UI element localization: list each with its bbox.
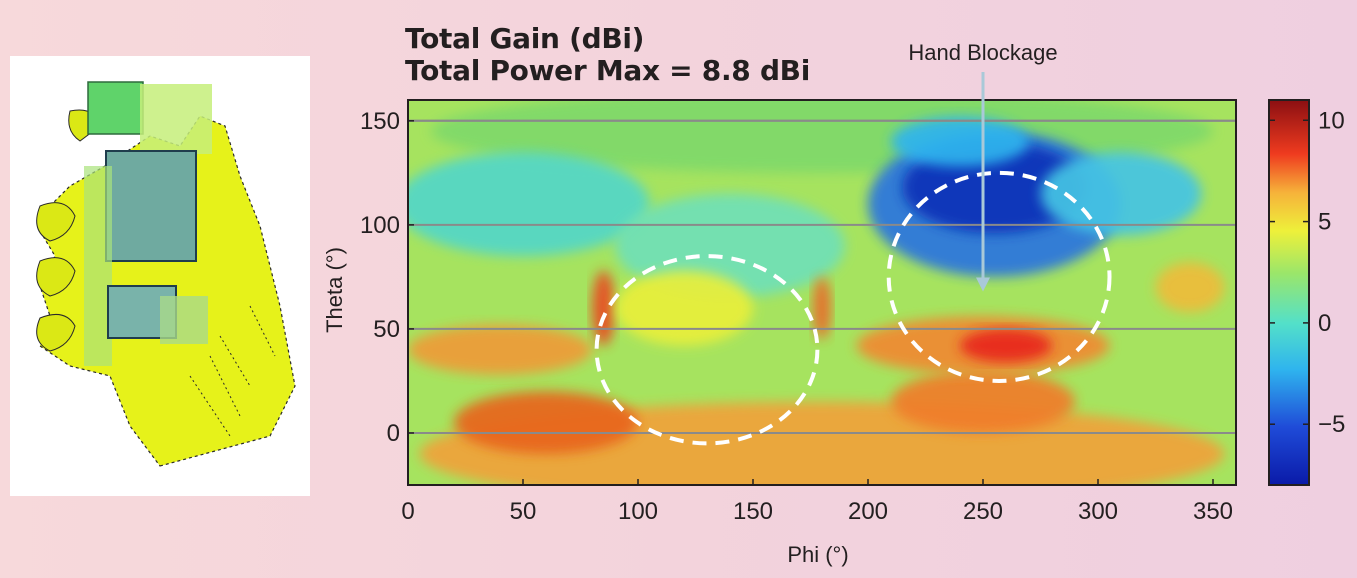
x-tick-label: 300	[1078, 498, 1118, 525]
heat-blob	[454, 391, 638, 454]
plot-frame	[407, 99, 1237, 486]
y-tick-label: 50	[373, 316, 400, 343]
hand-phantom-image	[10, 56, 310, 496]
heat-blob	[1040, 152, 1202, 236]
x-tick-label: 0	[401, 498, 414, 525]
dashed-circle-highlight	[886, 170, 1112, 383]
colorbar-tick-label: 5	[1318, 209, 1331, 236]
heat-blob	[960, 328, 1052, 363]
y-tick-label: 150	[360, 108, 400, 135]
annotation-arrow-head	[976, 277, 990, 292]
heat-blob	[408, 152, 650, 257]
heat-blob	[592, 270, 615, 346]
heat-blob	[891, 370, 1075, 433]
colorbar	[1268, 99, 1310, 486]
x-tick-label: 350	[1193, 498, 1233, 525]
x-tick-label: 200	[848, 498, 888, 525]
x-tick-label: 150	[733, 498, 773, 525]
dashed-circle-highlight	[594, 254, 820, 446]
annotation-hand-blockage: Hand Blockage	[908, 40, 1057, 65]
heatmap-field	[408, 100, 1236, 485]
colorbar-tick-label: −5	[1318, 411, 1345, 438]
colorbar-tick-label: 10	[1318, 107, 1345, 134]
x-tick-label: 50	[510, 498, 537, 525]
heat-blob	[891, 116, 1029, 167]
heat-blob	[812, 276, 832, 340]
heat-blob	[408, 324, 592, 375]
heat-blob	[615, 270, 753, 346]
plot-gridlines	[408, 119, 1236, 434]
chart-title: Total Gain (dBi)	[405, 22, 645, 55]
heat-blob	[1155, 262, 1225, 313]
colorbar-tick-label: 0	[1318, 310, 1331, 337]
x-tick-label: 250	[963, 498, 1003, 525]
y-tick-label: 0	[387, 420, 400, 447]
x-tick-label: 100	[618, 498, 658, 525]
x-axis-title: Phi (°)	[787, 542, 848, 567]
y-tick-label: 100	[360, 212, 400, 239]
y-axis-title: Theta (°)	[322, 247, 347, 333]
chart-subtitle: Total Power Max = 8.8 dBi	[405, 54, 811, 87]
